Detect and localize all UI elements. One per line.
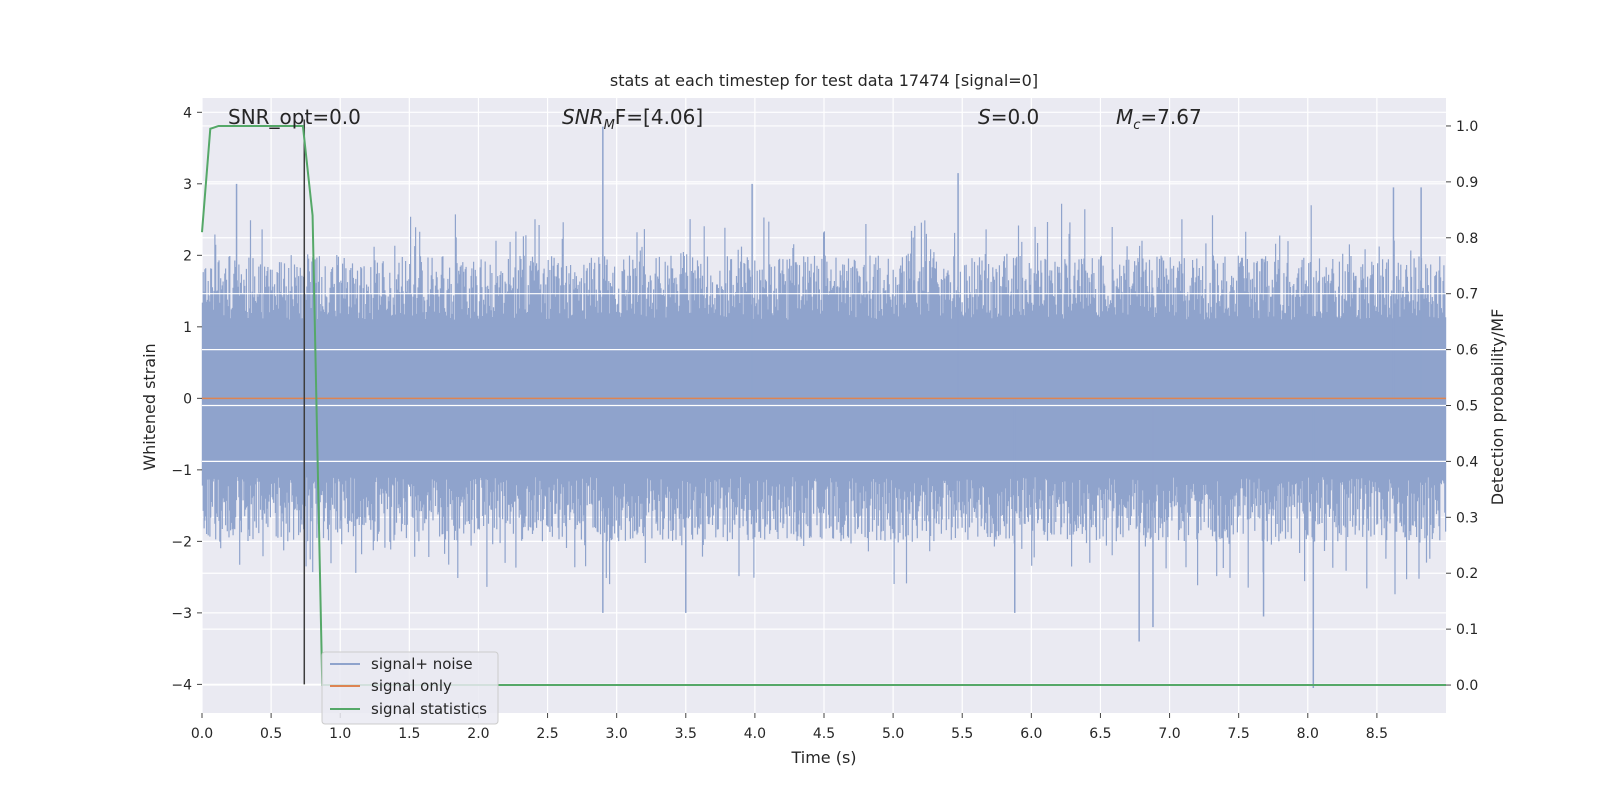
- x-tick-label: 7.5: [1228, 726, 1250, 742]
- right-axis-label: Detection probability/MF: [1488, 309, 1507, 506]
- x-tick-label: 8.0: [1297, 726, 1319, 742]
- snr-opt-annotation: SNR_opt=0.0: [228, 105, 361, 129]
- right-axis-ticks: 0.0 0.1 0.2 0.3 0.4 0.5 0.6 0.7 0.8 0.9 1.0: [1446, 119, 1478, 694]
- x-tick-label: 8.5: [1366, 726, 1388, 742]
- left-tick-label: 0: [183, 391, 192, 407]
- legend-box: [321, 651, 499, 725]
- legend-label-signal-statistics: signal statistics: [371, 700, 487, 718]
- snr-mf-annotation: SNRMF=[4.06]: [562, 105, 703, 133]
- x-tick-label: 2.0: [467, 726, 489, 742]
- mc-symbol: M: [1116, 105, 1133, 129]
- x-tick-label: 0.0: [191, 726, 213, 742]
- x-axis-label: Time (s): [790, 748, 856, 767]
- right-tick-label: 0.3: [1456, 510, 1478, 526]
- x-tick-label: 1.0: [329, 726, 351, 742]
- left-tick-label: −4: [171, 677, 192, 693]
- left-tick-label: 2: [183, 248, 192, 264]
- left-tick-label: 3: [183, 177, 192, 193]
- snr-mf-symbol: SNR: [562, 105, 604, 129]
- s-symbol: S: [978, 105, 991, 129]
- x-tick-label: 2.5: [536, 726, 558, 742]
- left-tick-label: 1: [183, 320, 192, 336]
- x-tick-label: 6.0: [1020, 726, 1042, 742]
- left-axis-ticks: −4 −3 −2 −1 0 1 2 3 4: [171, 105, 202, 693]
- x-tick-label: 5.0: [882, 726, 904, 742]
- left-tick-label: 4: [183, 105, 192, 121]
- mc-annotation: Mc=7.67: [1116, 105, 1202, 133]
- legend: signal+ noise signal only signal statist…: [321, 651, 499, 725]
- x-axis-ticks: 0.0 0.5 1.0 1.5 2.0 2.5 3.0 3.5 4.0 4.5 5.0 5.5 6.0 6…: [191, 713, 1388, 742]
- x-tick-label: 4.5: [813, 726, 835, 742]
- snr-mf-value: F=[4.06]: [615, 105, 703, 129]
- signal-noise-series: [201, 126, 1447, 688]
- right-tick-label: 0.0: [1456, 678, 1478, 694]
- left-axis-label: Whitened strain: [140, 343, 159, 470]
- s-annotation: S=0.0: [978, 105, 1039, 129]
- x-tick-label: 7.0: [1158, 726, 1180, 742]
- right-tick-label: 0.5: [1456, 399, 1478, 415]
- legend-label-signal-only: signal only: [371, 677, 452, 695]
- left-tick-label: −1: [171, 463, 192, 479]
- x-tick-label: 6.5: [1089, 726, 1111, 742]
- left-tick-label: −3: [171, 606, 192, 622]
- mc-subscript: c: [1133, 118, 1140, 133]
- right-tick-label: 0.9: [1456, 175, 1478, 191]
- x-tick-label: 0.5: [260, 726, 282, 742]
- right-tick-label: 0.1: [1456, 622, 1478, 638]
- right-tick-label: 0.6: [1456, 343, 1478, 359]
- x-tick-label: 1.5: [398, 726, 420, 742]
- signal-noise-core: [202, 326, 1446, 474]
- right-tick-label: 0.4: [1456, 454, 1478, 470]
- x-tick-label: 3.0: [606, 726, 628, 742]
- x-tick-label: 5.5: [951, 726, 973, 742]
- right-tick-label: 0.2: [1456, 566, 1478, 582]
- chart-title: stats at each timestep for test data 174…: [610, 71, 1038, 90]
- mc-value: =7.67: [1140, 105, 1201, 129]
- right-tick-label: 0.7: [1456, 287, 1478, 303]
- right-tick-label: 0.8: [1456, 231, 1478, 247]
- legend-label-signal-noise: signal+ noise: [371, 655, 473, 673]
- left-tick-label: −2: [171, 534, 192, 550]
- x-tick-label: 3.5: [675, 726, 697, 742]
- snr-mf-subscript: M: [604, 118, 615, 133]
- right-tick-label: 1.0: [1456, 119, 1478, 135]
- s-value: =0.0: [991, 105, 1040, 129]
- annotations: SNR_opt=0.0 SNRMF=[4.06] S=0.0 Mc=7.67: [228, 105, 1202, 133]
- x-tick-label: 4.0: [744, 726, 766, 742]
